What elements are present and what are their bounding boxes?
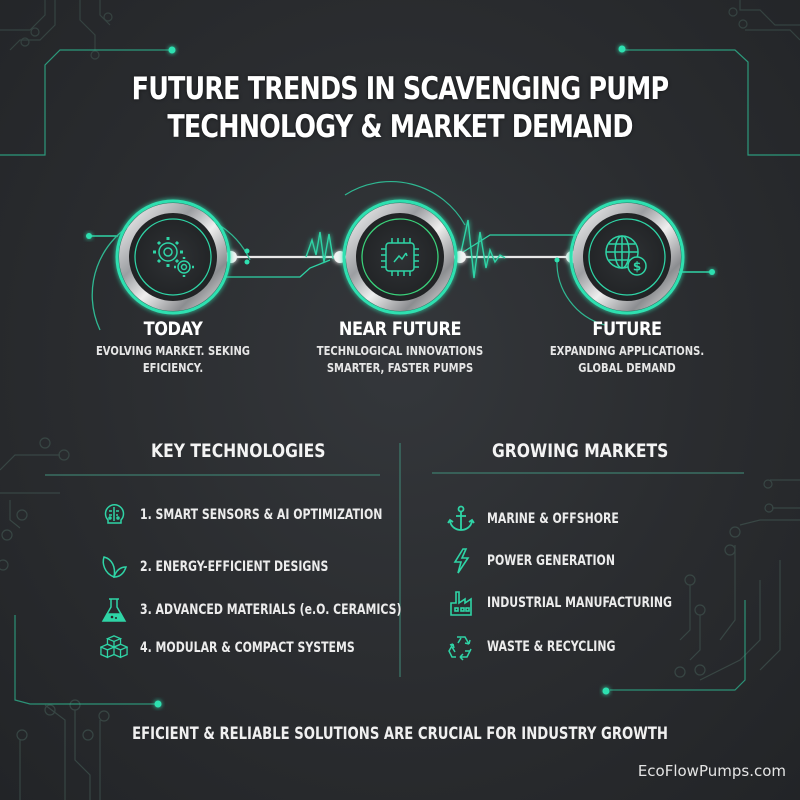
stage-desc: EXPANDING APPLICATIONS. GLOBAL DEMAND (523, 342, 731, 376)
tech-item-modular-compact: 4. MODULAR & COMPACT SYSTEMS (100, 633, 415, 663)
tech-item-label: 1. SMART SENSORS & AI OPTIMIZATION (140, 507, 383, 523)
tech-item-advanced-materials: 3. ADVANCED MATERIALS (e.O. CERAMICS) (100, 595, 475, 625)
key-technologies-heading: KEY TECHNOLOGIES (151, 440, 326, 462)
svg-text:$: $ (633, 260, 641, 274)
recycle-icon (448, 636, 472, 661)
market-item-industrial: INDUSTRIAL MANUFACTURING (447, 588, 724, 618)
stage-today: TODAY EVOLVING MARKET. SEKING EFICIENCY. (43, 318, 303, 376)
leaf-icon (102, 556, 128, 579)
stage-desc-line-1: EXPANDING APPLICATIONS. (549, 343, 705, 358)
market-item-label: WASTE & RECYCLING (487, 639, 616, 655)
tech-item-energy-efficient: 2. ENERGY-EFFICIENT DESIGNS (100, 552, 382, 582)
tech-item-smart-sensors: 1. SMART SENSORS & AI OPTIMIZATION (100, 500, 451, 530)
cubes-icon (100, 635, 128, 659)
growing-markets-heading: GROWING MARKETS (492, 440, 669, 462)
market-item-label: MARINE & OFFSHORE (487, 511, 619, 527)
stage-desc-line-2: SMARTER, FASTER PUMPS (326, 360, 474, 375)
stage-future: FUTURE EXPANDING APPLICATIONS. GLOBAL DE… (497, 318, 757, 376)
stage-name: TODAY (143, 318, 203, 340)
page-title: FUTURE TRENDS IN SCAVENGING PUMP TECHNOL… (72, 70, 728, 146)
factory-icon (450, 591, 472, 616)
market-item-marine: MARINE & OFFSHORE (447, 504, 656, 534)
anchor-icon (447, 505, 475, 531)
chip-icon (381, 238, 419, 276)
stage-name: FUTURE (592, 318, 662, 340)
brain-icon (104, 504, 125, 524)
tech-item-label: 3. ADVANCED MATERIALS (e.O. CERAMICS) (140, 602, 402, 618)
footer-tagline: EFICIENT & RELIABLE SOLUTIONS ARE CRUCIA… (132, 724, 668, 743)
stage-desc-line-2: GLOBAL DEMAND (578, 360, 676, 375)
globe-dollar-icon: $ (605, 235, 647, 276)
brand-link[interactable]: EcoFlowPumps.com (637, 762, 786, 780)
stage-desc-line-1: TECHNLOGICAL INNOVATIONS (316, 343, 484, 358)
stage-name: NEAR FUTURE (338, 318, 462, 340)
timeline-node-today (115, 199, 231, 315)
market-item-waste: WASTE & RECYCLING (447, 632, 652, 662)
stage-desc: TECHNLOGICAL INNOVATIONS SMARTER, FASTER… (296, 342, 504, 376)
lightning-icon (453, 548, 470, 574)
title-line-2: TECHNOLOGY & MARKET DEMAND (167, 109, 633, 145)
gears-icon (153, 237, 194, 277)
stage-desc: EVOLVING MARKET. SEKING EFICIENCY. (95, 343, 251, 375)
market-item-label: POWER GENERATION (487, 553, 615, 569)
timeline-node-future (569, 199, 685, 315)
tech-item-label: 4. MODULAR & COMPACT SYSTEMS (140, 640, 355, 656)
flask-icon (101, 598, 127, 622)
title-line-1: FUTURE TRENDS IN SCAVENGING PUMP (131, 71, 669, 107)
tech-item-label: 2. ENERGY-EFFICIENT DESIGNS (140, 559, 329, 575)
market-item-label: INDUSTRIAL MANUFACTURING (487, 595, 673, 611)
stage-near-future: NEAR FUTURE TECHNLOGICAL INNOVATIONS SMA… (270, 318, 530, 376)
market-item-power: POWER GENERATION (447, 546, 651, 576)
